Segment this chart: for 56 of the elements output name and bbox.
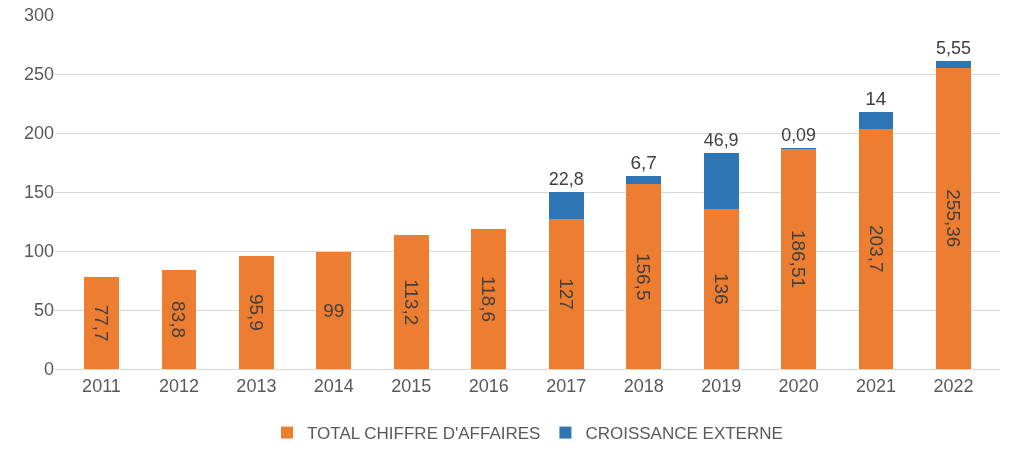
x-tick-label: 2018 [623, 375, 664, 396]
data-label: 118,6 [478, 275, 500, 323]
bar [548, 192, 584, 220]
bar [626, 176, 662, 185]
x-tick-label: 2017 [546, 375, 587, 396]
x-tick-label: 2019 [701, 375, 742, 396]
x-tick-label: 2012 [158, 375, 199, 396]
legend-label: TOTAL CHIFFRE D'AFFAIRES [307, 424, 541, 444]
data-label: 0,09 [781, 125, 817, 146]
bar [238, 255, 274, 369]
x-tick-label: 2011 [82, 375, 121, 396]
y-tick-label: 300 [23, 5, 54, 26]
data-label: 83,8 [168, 301, 190, 339]
bar [316, 252, 352, 369]
y-tick-label: 100 [23, 241, 54, 262]
y-tick-label: 50 [33, 300, 54, 321]
data-label: 99 [323, 300, 345, 322]
x-tick-label: 2022 [933, 375, 974, 396]
data-label: 127 [555, 278, 577, 310]
bar [161, 270, 197, 369]
y-tick-label: 150 [23, 182, 54, 203]
bar [936, 67, 971, 369]
data-label: 6,7 [630, 152, 657, 174]
x-tick-label: 2015 [391, 375, 432, 396]
data-label: 77,7 [90, 304, 112, 342]
x-tick-label: 2020 [778, 375, 819, 396]
bar [703, 153, 739, 209]
data-label: 136 [710, 272, 732, 305]
bar [936, 61, 971, 68]
y-tick-label: 200 [23, 123, 54, 144]
x-tick-label: 2013 [236, 375, 277, 396]
x-tick-label: 2016 [468, 375, 509, 396]
bar [393, 235, 429, 369]
legend-label: CROISSANCE EXTERNE [585, 424, 783, 444]
bar [858, 128, 894, 369]
data-label: 113,2 [400, 279, 422, 326]
data-label: 22,8 [548, 169, 584, 190]
data-label: 156,5 [633, 252, 655, 301]
data-label: 14 [865, 88, 887, 110]
bar [858, 112, 894, 129]
x-tick-label: 2021 [856, 375, 897, 396]
bar [781, 148, 817, 369]
y-tick-label: 0 [43, 359, 54, 380]
data-label: 203,7 [865, 225, 887, 273]
bar [703, 208, 739, 369]
data-label: 46,9 [703, 130, 739, 151]
y-tick-label: 250 [23, 64, 54, 85]
data-label: 95,9 [245, 293, 267, 331]
x-tick-label: 2014 [313, 375, 354, 396]
bar [471, 229, 507, 369]
bar [626, 184, 662, 369]
data-label: 5,55 [936, 38, 971, 59]
data-label: 255,36 [943, 189, 965, 248]
data-label: 186,51 [788, 229, 810, 289]
bar [548, 219, 584, 369]
bar [84, 277, 119, 369]
